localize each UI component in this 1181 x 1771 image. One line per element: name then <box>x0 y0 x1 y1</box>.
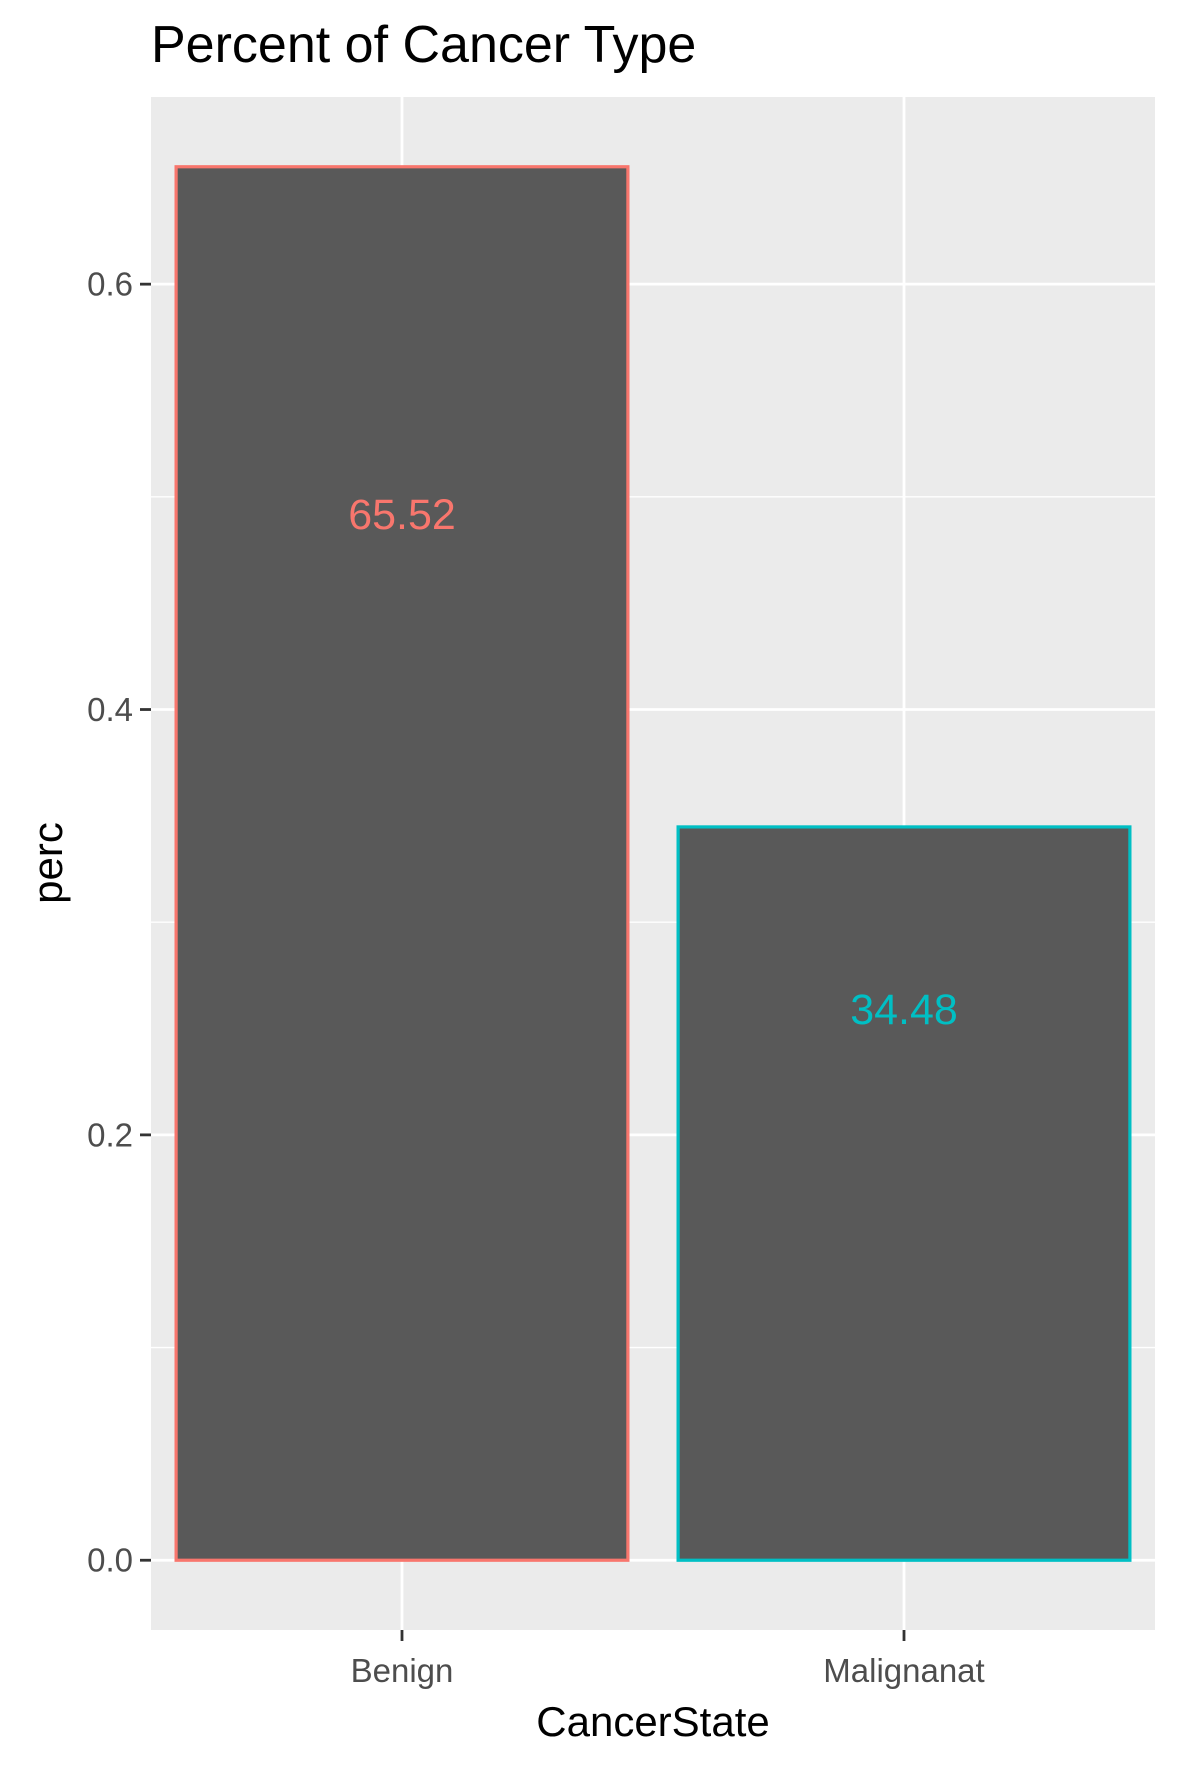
x-tick-label: Benign <box>351 1652 454 1689</box>
data-label-malignanat: 34.48 <box>850 986 958 1034</box>
x-tick-label: Malignanat <box>823 1652 984 1689</box>
data-label-benign: 65.52 <box>348 491 456 539</box>
bars <box>174 165 1132 1562</box>
y-axis-title: perc <box>24 822 71 904</box>
x-axis: Benign Malignanat <box>351 1630 985 1689</box>
y-tick-label: 0.2 <box>87 1116 133 1153</box>
bar-benign <box>174 165 630 1562</box>
bar-malignanat <box>676 825 1132 1562</box>
chart-title: Percent of Cancer Type <box>151 16 696 74</box>
y-tick-label: 0.6 <box>87 266 133 303</box>
x-axis-title: CancerState <box>536 1698 769 1745</box>
y-tick-label: 0.0 <box>87 1542 133 1579</box>
y-axis: 0.0 0.2 0.4 0.6 <box>87 266 151 1579</box>
data-labels: 65.52 34.48 <box>348 491 958 1034</box>
y-tick-label: 0.4 <box>87 691 133 728</box>
